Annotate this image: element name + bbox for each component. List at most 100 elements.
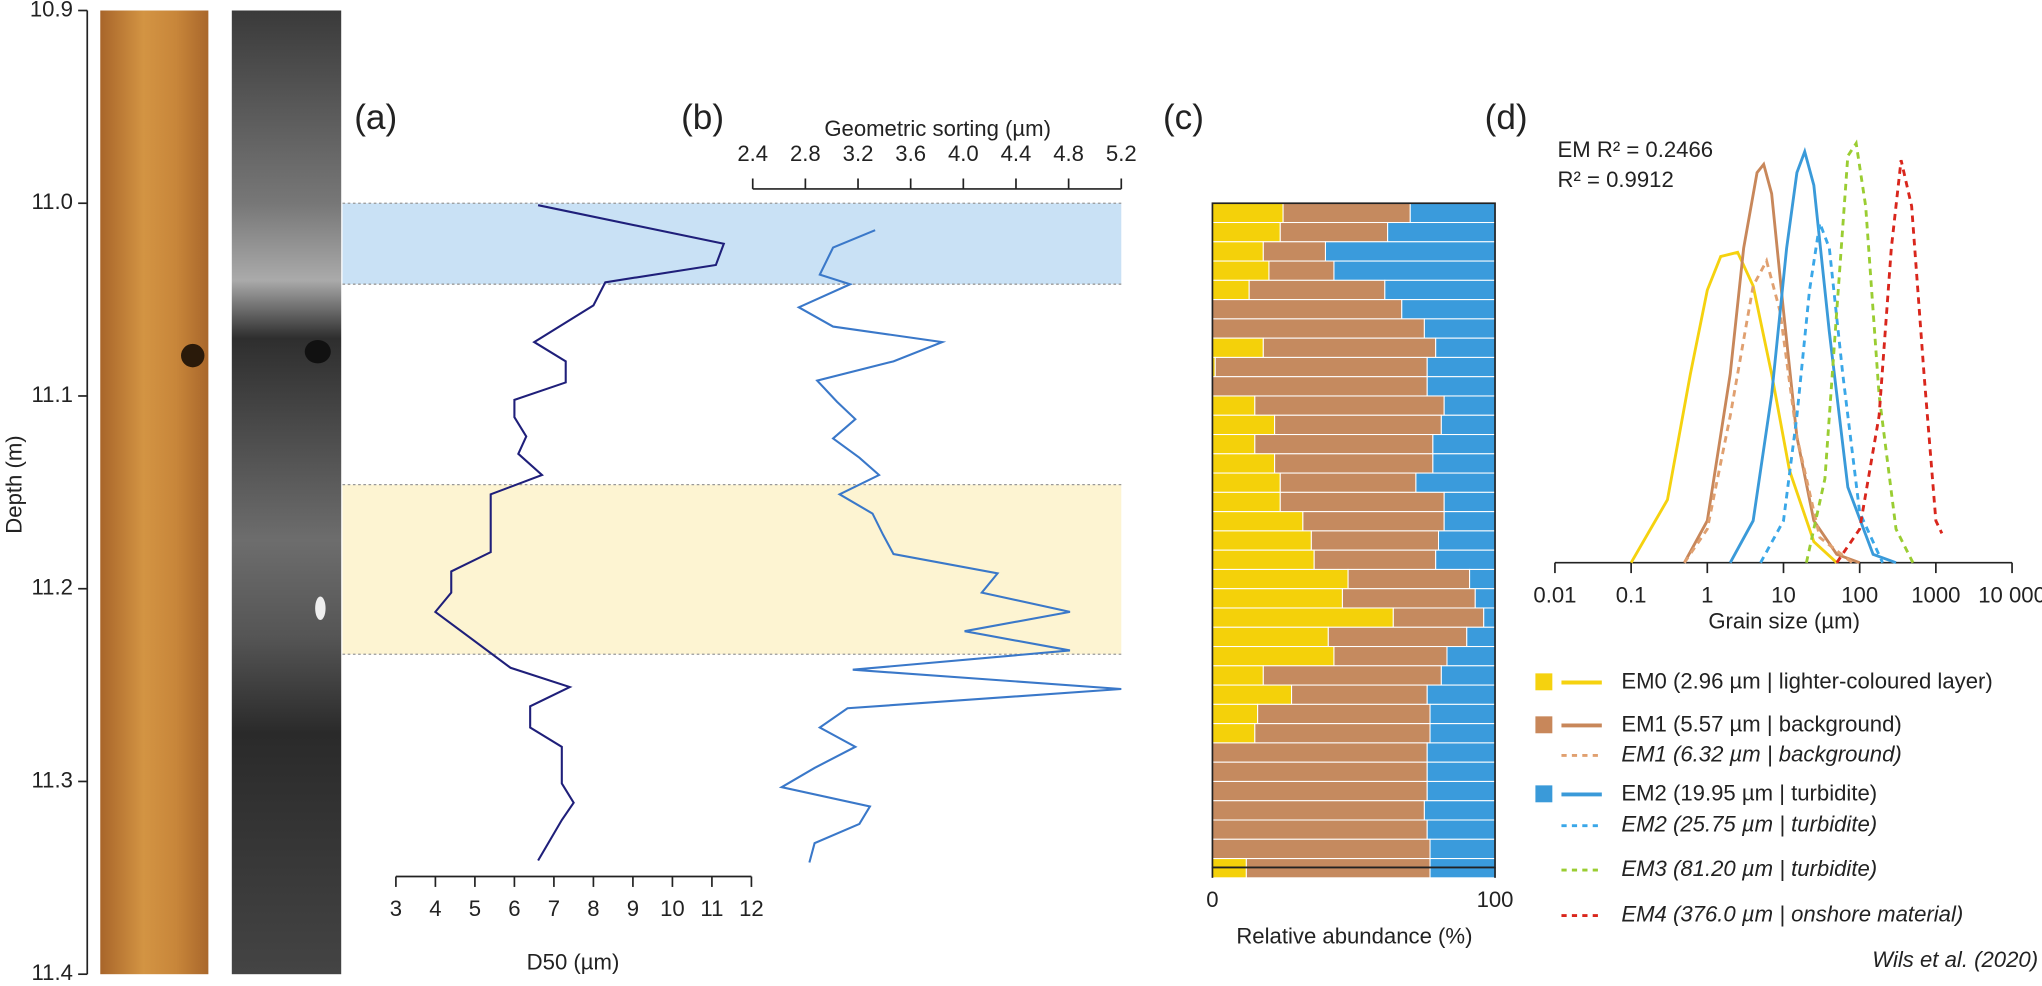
bar-segment — [1254, 395, 1445, 416]
panel-label: (d) — [1485, 98, 1528, 137]
bar-segment — [1211, 434, 1256, 455]
core-feature — [315, 596, 326, 620]
x-tick-label: 100 — [1841, 582, 1878, 607]
bar-segment — [1211, 221, 1281, 243]
y-tick-label: 11.3 — [32, 767, 73, 792]
bar-segment — [1384, 279, 1496, 301]
bar-segment — [1211, 549, 1315, 570]
curve — [1683, 256, 1854, 564]
y-tick-label: 11.1 — [32, 382, 73, 407]
legend-swatch — [1535, 785, 1553, 803]
bar-segment — [1211, 376, 1428, 397]
bar-segment — [1333, 646, 1448, 667]
bands — [342, 202, 1122, 655]
legend-label: EM3 (81.20 µm | turbidite) — [1621, 856, 1877, 881]
bar-segment — [1429, 838, 1496, 860]
bar-segment — [1333, 260, 1496, 281]
bar-segment — [1415, 472, 1496, 493]
bar-segment — [1254, 434, 1434, 455]
curve — [1728, 146, 1897, 565]
y-axis-label: Depth (m) — [1, 435, 26, 533]
bar-segment — [1466, 626, 1496, 648]
shaded-band — [342, 203, 1122, 285]
curve — [1835, 159, 1944, 564]
x-tick-label: 2.8 — [790, 141, 821, 166]
bar-segment — [1440, 665, 1496, 686]
bar-segment — [1435, 337, 1496, 358]
core-xray — [231, 10, 342, 975]
bar-segment — [1211, 530, 1312, 551]
bar-segment — [1387, 221, 1496, 243]
x-tick-label: 12 — [739, 896, 764, 921]
bar-segment — [1426, 742, 1496, 763]
legend-label: EM2 (25.75 µm | turbidite) — [1621, 812, 1877, 837]
bar-segment — [1426, 376, 1496, 397]
bar-segment — [1211, 491, 1281, 513]
legend-swatch — [1535, 673, 1553, 691]
x-tick-label: 5.2 — [1106, 141, 1137, 166]
bar-segment — [1440, 414, 1496, 436]
bar-segment — [1446, 646, 1496, 667]
bar-segment — [1279, 472, 1417, 493]
bar-segment — [1443, 395, 1496, 416]
x-tick-label: 9 — [627, 896, 639, 921]
bar-segment — [1211, 299, 1403, 320]
bar-segment — [1211, 723, 1256, 744]
panel-label: (b) — [681, 98, 724, 137]
bar-segment — [1211, 684, 1293, 705]
bar-segment — [1401, 299, 1496, 320]
bar-segment — [1432, 434, 1496, 455]
bar-segment — [1211, 337, 1264, 358]
bar-segment — [1211, 761, 1428, 782]
curve — [1805, 139, 1915, 564]
bar-segment — [1443, 491, 1496, 513]
bar-segment — [1279, 221, 1389, 243]
bar-segment — [1469, 568, 1496, 590]
bar-segment — [1437, 530, 1496, 551]
y-tick-label: 11.2 — [32, 575, 73, 600]
x-tick-label: 3.6 — [895, 141, 926, 166]
bar-segment — [1341, 588, 1476, 609]
legend-label: EM2 (19.95 µm | turbidite) — [1621, 780, 1877, 805]
annotation: R² = 0.9912 — [1558, 167, 1674, 192]
bar-segment — [1432, 453, 1496, 474]
bar-segment — [1435, 549, 1496, 570]
curve — [1759, 217, 1884, 564]
core-photo — [100, 10, 209, 975]
x-axis-label: Relative abundance (%) — [1236, 924, 1472, 949]
line — [778, 229, 1122, 863]
legend-label: EM1 (6.32 µm | background) — [1621, 741, 1901, 766]
bar-segment — [1313, 549, 1437, 570]
bar-segment — [1211, 568, 1349, 590]
bar-segment — [1282, 202, 1411, 224]
bar-segment — [1302, 511, 1445, 532]
x-tick-label: 5 — [469, 896, 481, 921]
x-axis-label: Geometric sorting (µm) — [824, 116, 1051, 141]
bar-segment — [1211, 472, 1281, 493]
y-tick-label: 11.4 — [32, 960, 73, 985]
bar-segment — [1426, 684, 1496, 705]
bar-segment — [1211, 626, 1329, 648]
bar-segment — [1211, 241, 1264, 262]
x-tick-label: 2.4 — [737, 141, 768, 166]
bar-segment — [1426, 356, 1496, 378]
bar-segment — [1324, 241, 1496, 262]
bar-segment — [1279, 491, 1445, 513]
x-tick-label: 1000 — [1911, 582, 1960, 607]
bar-segment — [1429, 703, 1496, 725]
x-tick-label: 4.4 — [1001, 141, 1032, 166]
legend-label: EM4 (376.0 µm | onshore material) — [1621, 901, 1963, 926]
bar-segment — [1257, 703, 1431, 725]
x-tick-label: 0.1 — [1616, 582, 1647, 607]
bar-segment — [1211, 703, 1259, 725]
bar-segment — [1429, 723, 1496, 744]
x-tick-label: 4.8 — [1053, 141, 1084, 166]
legend-swatch — [1535, 716, 1553, 734]
bar-segment — [1211, 318, 1425, 339]
bar-segment — [1211, 646, 1335, 667]
legend-label: EM0 (2.96 µm | lighter-coloured layer) — [1621, 668, 1992, 693]
x-tick-label: 0.01 — [1533, 582, 1576, 607]
x-axis-label: D50 (µm) — [527, 950, 620, 975]
core-feature — [181, 343, 205, 368]
